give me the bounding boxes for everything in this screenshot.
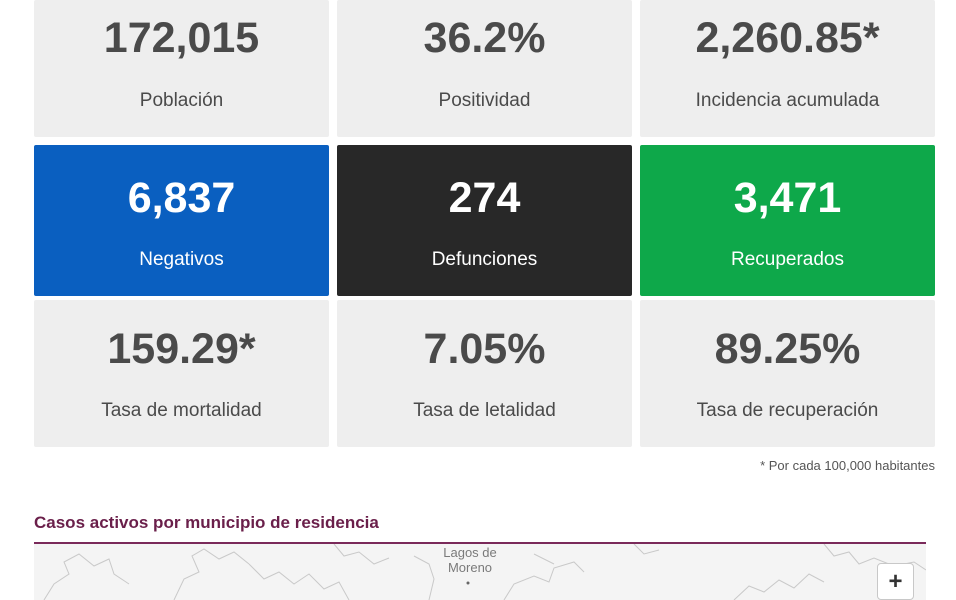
stat-label: Recuperados: [730, 249, 845, 270]
stat-card-poblacion: 172,015 Población: [34, 0, 329, 137]
stat-label: Positividad: [438, 90, 531, 111]
stat-value: 172,015: [103, 14, 260, 62]
stat-value: 274: [448, 174, 521, 222]
stat-label: Incidencia acumulada: [695, 90, 880, 111]
stat-label: Tasa de letalidad: [413, 400, 556, 421]
zoom-in-button[interactable]: +: [877, 563, 914, 600]
stat-label: Tasa de mortalidad: [101, 400, 262, 421]
stat-card-recuperacion: 89.25% Tasa de recuperación: [640, 300, 935, 447]
stat-value: 7.05%: [423, 325, 546, 373]
city-marker: [466, 581, 470, 585]
stat-card-defunciones: 274 Defunciones: [337, 145, 632, 296]
map-place-label-line: Lagos de: [443, 545, 497, 560]
stat-card-recuperados: 3,471 Recuperados: [640, 145, 935, 296]
stat-label: Población: [139, 90, 224, 111]
section-title: Casos activos por municipio de residenci…: [34, 513, 379, 532]
stat-card-mortalidad: 159.29* Tasa de mortalidad: [34, 300, 329, 447]
section-divider: [34, 542, 926, 544]
footnote: * Por cada 100,000 habitantes: [760, 458, 935, 473]
stat-card-incidencia: 2,260.85* Incidencia acumulada: [640, 0, 935, 137]
stat-value: 6,837: [127, 174, 236, 222]
stat-value: 159.29*: [107, 325, 256, 373]
stat-value: 3,471: [733, 174, 842, 222]
stat-label: Negativos: [139, 249, 224, 270]
municipality-map[interactable]: Lagos de Moreno +: [34, 544, 926, 600]
stat-value: 36.2%: [423, 14, 546, 62]
stat-value: 2,260.85*: [695, 14, 880, 62]
map-place-label-line: Moreno: [447, 559, 493, 575]
stat-card-letalidad: 7.05% Tasa de letalidad: [337, 300, 632, 447]
map-place-label: Lagos de Moreno: [432, 545, 508, 576]
stat-card-positividad: 36.2% Positividad: [337, 0, 632, 137]
stat-card-negativos: 6,837 Negativos: [34, 145, 329, 296]
stat-label: Tasa de recuperación: [696, 400, 879, 421]
stat-value: 89.25%: [714, 325, 861, 373]
map-boundaries: [43, 544, 926, 600]
stat-label: Defunciones: [431, 249, 538, 270]
